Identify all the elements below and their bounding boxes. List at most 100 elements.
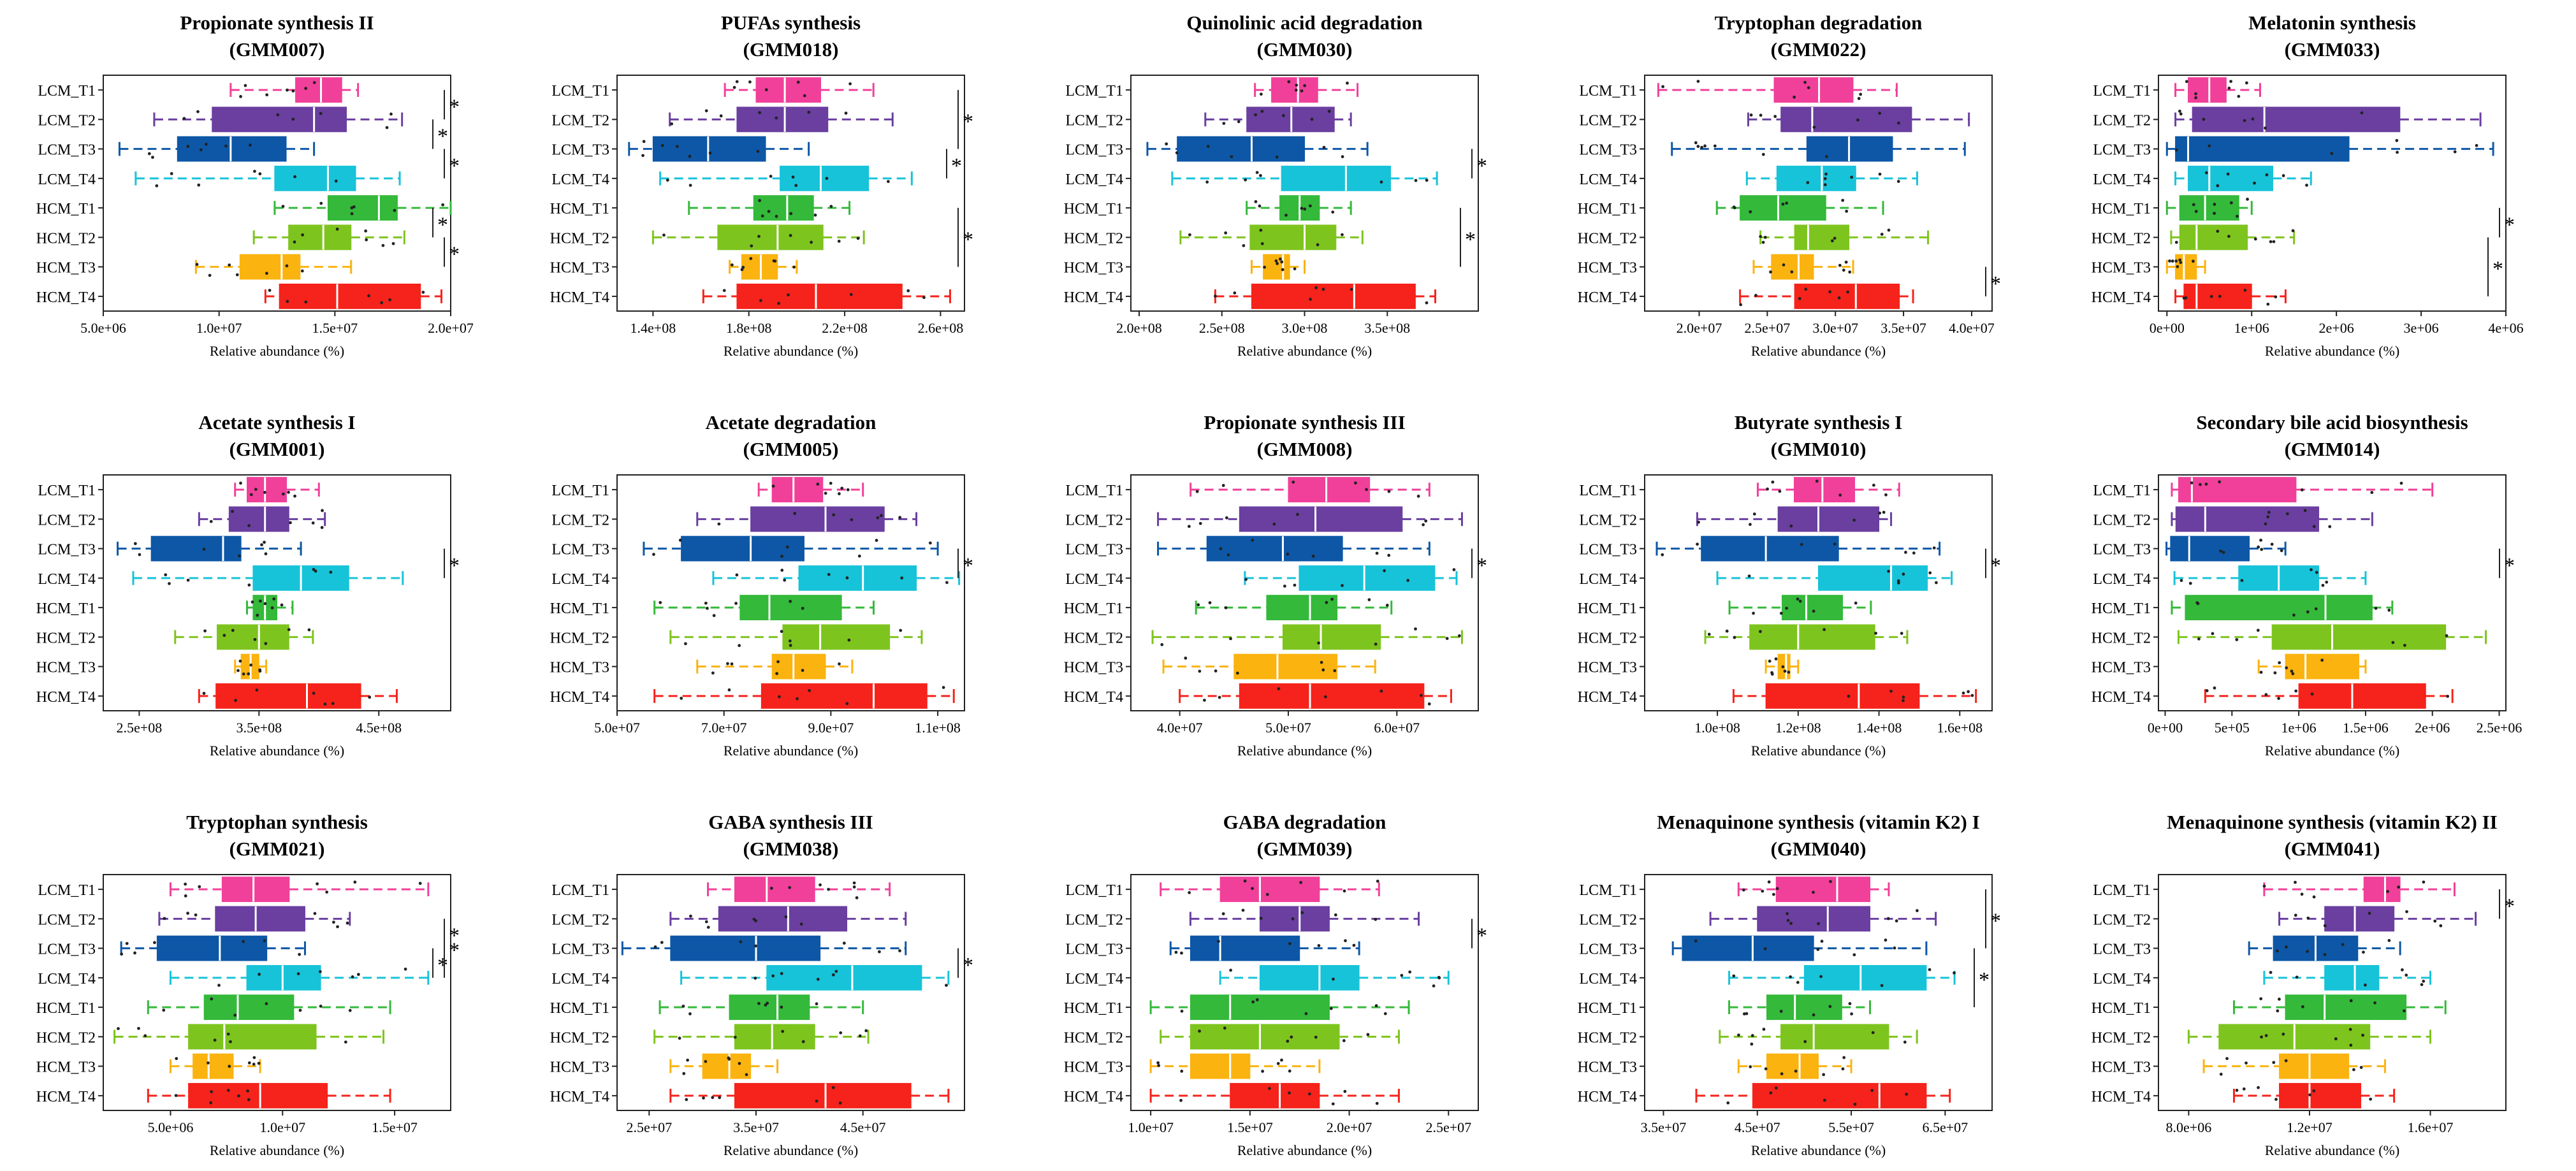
data-point (1767, 880, 1771, 884)
data-point (1846, 290, 1850, 294)
data-point (1884, 938, 1888, 942)
data-point (2257, 545, 2260, 549)
y-tick-label: HCM_T4 (2092, 289, 2151, 306)
y-tick-label: HCM_T4 (1578, 289, 1637, 306)
data-point (263, 491, 266, 494)
box-hcm-t3 (702, 1053, 752, 1079)
x-tick-label: 4.0e+07 (1157, 720, 1203, 736)
data-point (1286, 552, 1290, 556)
data-point (1350, 287, 1353, 291)
significance-star: * (1979, 968, 1990, 992)
panel-subtitle: (GMM018) (743, 38, 839, 61)
data-point (1445, 637, 1449, 640)
data-point (381, 244, 385, 247)
data-point (252, 1063, 256, 1066)
x-tick-label: 5.0e+06 (148, 1119, 194, 1135)
x-tick-label: 2.5e+07 (626, 1119, 672, 1135)
data-point (1261, 1070, 1265, 1073)
data-point (1214, 669, 1218, 673)
data-point (1243, 879, 1247, 883)
data-point (662, 233, 666, 237)
data-point (1769, 1091, 1773, 1095)
data-point (1824, 172, 1828, 176)
y-tick-label: LCM_T2 (38, 912, 96, 928)
data-point (1878, 172, 1882, 176)
data-point (199, 148, 203, 152)
significance-star: * (1990, 554, 2001, 578)
data-point (1180, 1070, 1184, 1073)
data-point (819, 883, 822, 887)
data-point (2395, 139, 2399, 142)
box-hcm-t1 (2179, 195, 2239, 221)
data-point (1259, 174, 1262, 177)
data-point (1781, 202, 1785, 206)
data-point (263, 602, 267, 606)
data-point (734, 602, 738, 605)
data-point (1823, 628, 1826, 632)
data-point (293, 240, 296, 244)
data-point (1299, 881, 1302, 884)
data-point (1160, 643, 1164, 646)
data-point (1276, 1062, 1280, 1065)
plot-frame (2158, 474, 2507, 711)
data-point (1874, 631, 1877, 635)
box-lcm-t3 (1177, 136, 1305, 162)
y-tick-label: LCM_T4 (551, 171, 609, 188)
panel-subtitle: (GMM001) (229, 438, 325, 460)
data-point (249, 663, 253, 667)
plot-frame (103, 474, 451, 711)
data-point (329, 571, 333, 574)
plot-frame (1130, 474, 1479, 711)
data-point (764, 88, 768, 92)
data-point (852, 881, 856, 885)
data-point (680, 696, 683, 700)
box-lcm-t1 (1775, 876, 1871, 903)
y-tick-label: LCM_T3 (1579, 142, 1637, 159)
data-point (785, 545, 789, 549)
data-point (293, 494, 296, 498)
data-point (738, 644, 741, 648)
data-point (1823, 183, 1827, 187)
data-point (1275, 155, 1279, 159)
data-point (307, 628, 311, 632)
data-point (1732, 974, 1736, 978)
data-point (344, 1040, 347, 1044)
box-hcm-t4 (734, 1082, 912, 1109)
significance-star: * (1990, 272, 2001, 296)
data-point (1344, 939, 1347, 943)
y-tick-label: LCM_T4 (551, 571, 609, 588)
y-tick-label: HCM_T4 (1064, 689, 1123, 706)
data-point (2226, 172, 2230, 176)
data-point (1267, 1087, 1271, 1090)
significance-star: * (2492, 258, 2503, 281)
data-point (1387, 553, 1391, 557)
data-point (864, 1029, 868, 1033)
data-point (1803, 80, 1807, 84)
data-point (789, 212, 793, 215)
data-point (334, 179, 338, 183)
y-tick-label: HCM_T3 (550, 260, 609, 277)
y-tick-label: LCM_T1 (1579, 83, 1637, 99)
data-point (2259, 539, 2262, 542)
data-point (1223, 1026, 1226, 1030)
data-point (900, 576, 904, 580)
data-point (2280, 549, 2283, 553)
x-axis-label: Relative abundance (%) (210, 343, 344, 359)
data-point (2253, 181, 2256, 185)
data-point (1414, 627, 1417, 631)
data-point (1742, 888, 1745, 892)
x-tick-label: 2.0e+07 (1327, 1119, 1372, 1135)
panel-gmm001: Acetate synthesis I (GMM001) LCM_T1 LCM_T2 L… (36, 411, 460, 759)
data-point (2303, 509, 2307, 513)
data-point (1897, 121, 1900, 125)
panel-gmm008: Propionate synthesis III (GMM008) LCM_T1 LC… (1064, 411, 1487, 759)
data-point (757, 235, 760, 238)
data-point (1180, 951, 1183, 955)
data-point (1871, 1031, 1875, 1035)
y-tick-label: LCM_T4 (1579, 971, 1637, 987)
data-point (794, 184, 798, 187)
data-point (788, 639, 792, 643)
data-point (808, 688, 811, 692)
data-point (2264, 126, 2267, 130)
data-point (1886, 917, 1890, 920)
